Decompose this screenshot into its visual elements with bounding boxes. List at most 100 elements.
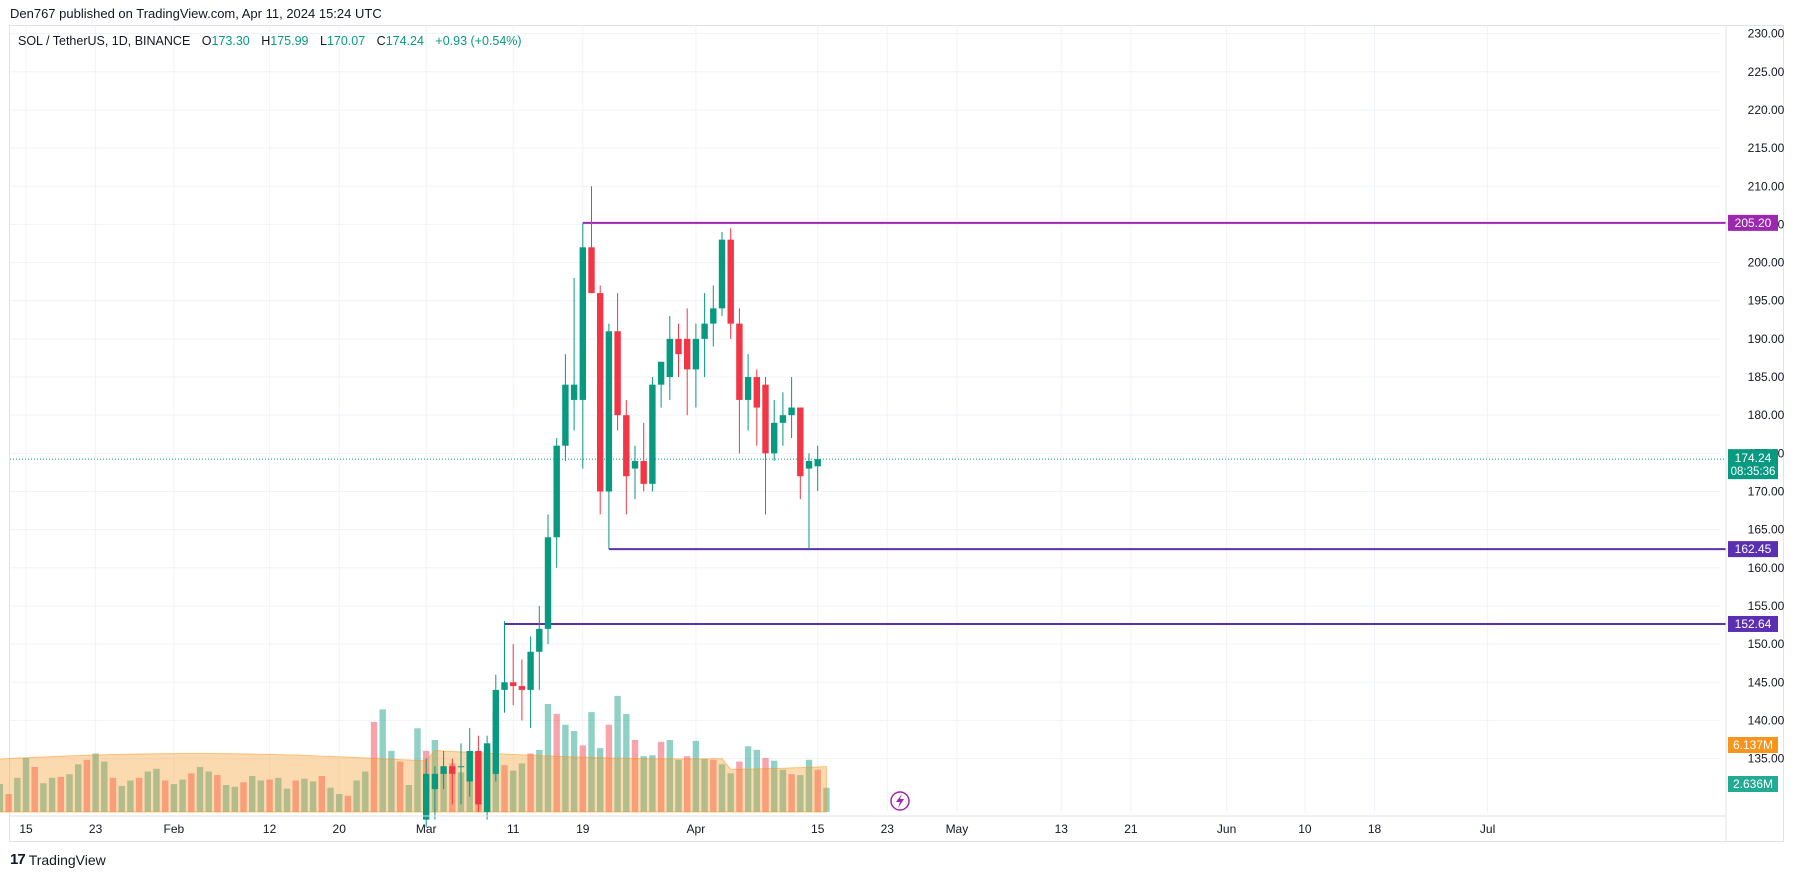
volume-bar <box>788 774 795 812</box>
time-tick-label: 23 <box>881 822 895 836</box>
candle-body <box>753 377 760 408</box>
volume-bar <box>266 779 273 812</box>
volume-bar <box>701 758 708 812</box>
price-tick-label: 155.00 <box>1748 599 1785 613</box>
volume-bar <box>779 769 787 812</box>
volume-bar <box>762 758 769 812</box>
time-tick-label: Mar <box>416 822 437 836</box>
price-tick-label: 185.00 <box>1748 370 1785 384</box>
time-tick-label: Jul <box>1480 822 1495 836</box>
time-tick-label: Feb <box>164 822 185 836</box>
volume-bar <box>336 794 343 812</box>
volume-bar <box>388 750 395 812</box>
price-tick-label: 225.00 <box>1748 65 1785 79</box>
volume-bar <box>771 760 778 812</box>
volume-bar <box>309 781 317 812</box>
volume-bar <box>292 780 299 812</box>
candle-body <box>579 247 586 400</box>
volume-bar <box>214 775 221 812</box>
volume-bar <box>22 758 30 812</box>
volume-bar <box>109 777 117 812</box>
volume-bar <box>614 695 621 812</box>
candle-body <box>431 773 439 790</box>
time-tick-label: 20 <box>333 822 347 836</box>
volume-bar <box>736 761 743 812</box>
volume-bar <box>66 774 73 812</box>
volume-bar <box>0 784 4 812</box>
volume-bar <box>527 753 534 812</box>
price-tick-label: 150.00 <box>1748 637 1785 651</box>
tradingview-logo[interactable]: 17 TradingView <box>10 851 106 868</box>
candle-body <box>762 384 769 454</box>
volume-last-label: 2.636M <box>1733 777 1773 791</box>
candle-body <box>779 415 787 423</box>
volume-bar <box>362 771 369 812</box>
candle-body <box>501 682 508 690</box>
volume-bar <box>414 728 421 812</box>
candle-body <box>588 247 595 294</box>
volume-bar <box>353 780 360 812</box>
volume-bar <box>31 767 38 812</box>
volume-bar <box>379 709 386 812</box>
volume-bar <box>144 771 151 812</box>
volume-bar <box>666 740 673 812</box>
volume-bar <box>127 780 134 812</box>
level-tag-label: 162.45 <box>1735 542 1772 556</box>
volume-last-tag <box>1728 776 1778 792</box>
level-tag <box>1728 541 1778 558</box>
candle-body <box>788 407 795 416</box>
lightning-icon <box>890 791 910 811</box>
symbol-legend: SOL / TetherUS, 1D, BINANCE O173.30 H175… <box>18 34 522 48</box>
price-tick-label: 190.00 <box>1748 332 1785 346</box>
candle-body <box>475 750 482 805</box>
volume-bar <box>153 768 160 812</box>
price-tick-label: 140.00 <box>1748 713 1785 727</box>
volume-bar <box>257 780 265 812</box>
candle-body <box>701 323 708 339</box>
candle-body <box>797 407 804 477</box>
candle-body <box>457 766 465 768</box>
price-tick-label: 160.00 <box>1748 561 1785 575</box>
candle-body <box>518 686 526 690</box>
candle-body <box>527 651 534 690</box>
volume-bar <box>814 769 821 812</box>
time-tick-label: 23 <box>89 822 103 836</box>
low-value: 170.07 <box>326 34 366 48</box>
volume-bar <box>684 756 691 812</box>
volume-bar <box>179 779 186 812</box>
symbol-label[interactable]: SOL / TetherUS, 1D, BINANCE <box>18 34 191 48</box>
volume-bar <box>249 776 256 812</box>
lightning-icon-bolt <box>896 794 904 808</box>
volume-bar <box>631 740 639 812</box>
candle-body <box>440 766 447 774</box>
volume-bars <box>0 695 830 813</box>
price-tick-label: 135.00 <box>1748 752 1785 766</box>
volume-bar <box>283 788 291 812</box>
time-axis: 15 23 Feb 12 20 Mar 11 19 Apr 15 23 May 13 21 Jun 10 18 J… <box>19 822 1495 836</box>
tradingview-logo-icon: 17 <box>10 851 26 868</box>
candle-body <box>649 384 656 484</box>
volume-bar <box>588 712 595 812</box>
time-tick-label: 19 <box>576 822 590 836</box>
volume-bar <box>318 776 325 812</box>
volume-bar <box>510 770 517 812</box>
price-tick-label: 210.00 <box>1748 179 1785 193</box>
level-tag <box>1728 615 1778 632</box>
volume-bar <box>48 777 56 812</box>
volume-bar <box>75 764 82 812</box>
volume-bar <box>744 746 752 812</box>
candle-body <box>692 338 700 370</box>
last-price-tag <box>1728 449 1778 480</box>
volume-bar <box>275 777 282 812</box>
candle-body <box>597 293 604 492</box>
volume-ma-tag <box>1728 737 1778 753</box>
candle-body <box>553 445 560 538</box>
volume-bar <box>727 773 734 812</box>
volume-ma-area <box>0 750 827 813</box>
volume-bar <box>370 722 378 812</box>
candle-body <box>492 689 499 774</box>
open-value: 173.30 <box>211 34 250 48</box>
open-label: O <box>201 34 212 48</box>
time-tick-label: 18 <box>1368 822 1382 836</box>
